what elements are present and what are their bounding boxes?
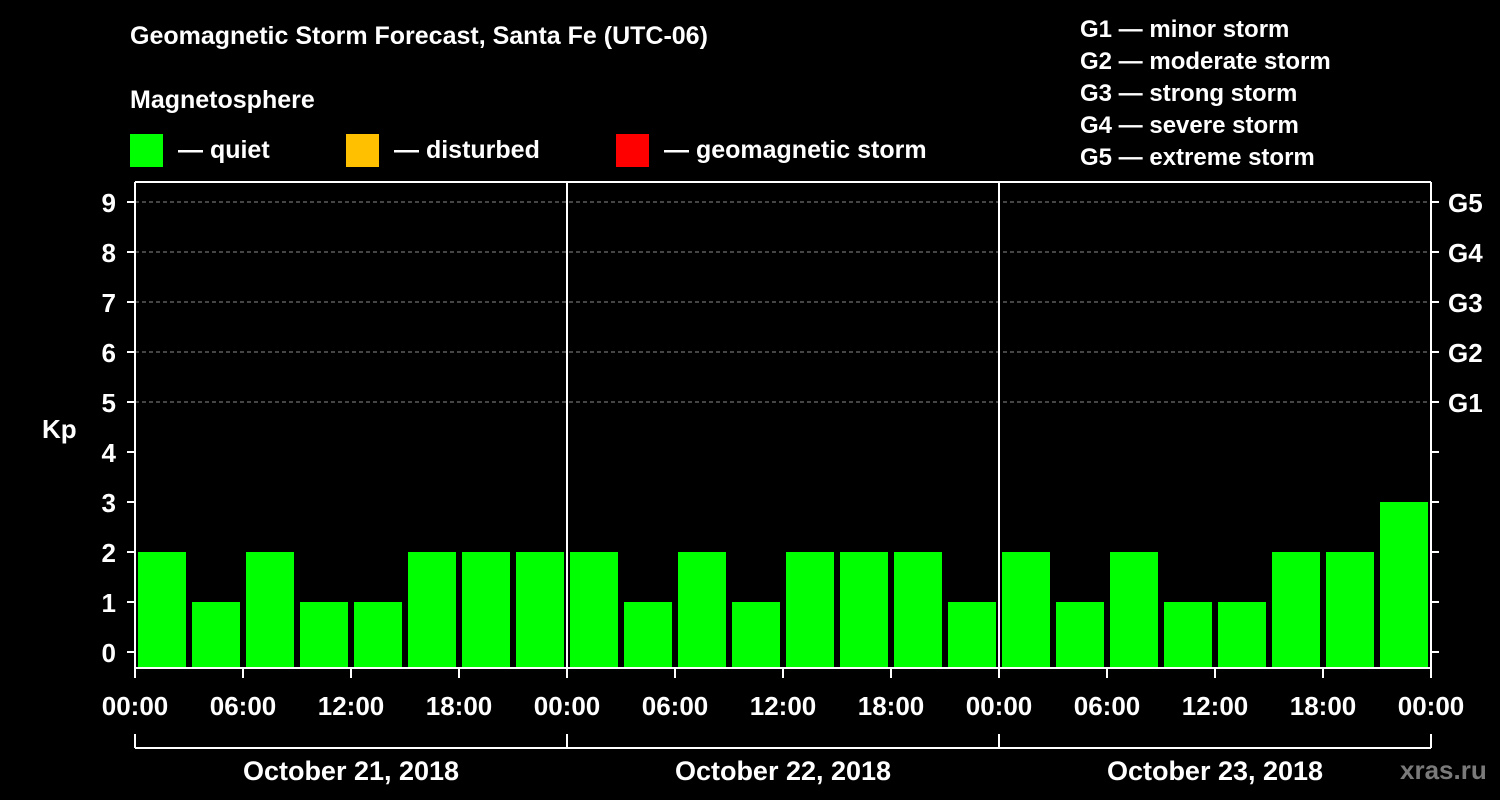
bar-18 [1110, 552, 1158, 668]
right-axis-label-g2: G2 [1448, 338, 1483, 368]
y-tick-label-5: 5 [102, 388, 116, 418]
bar-11 [732, 602, 780, 668]
right-axis-label-g3: G3 [1448, 288, 1483, 318]
bar-17 [1056, 602, 1104, 668]
bar-2 [246, 552, 294, 668]
bar-3 [300, 602, 348, 668]
y-tick-label-8: 8 [102, 238, 116, 268]
bar-5 [408, 552, 456, 668]
bar-21 [1272, 552, 1320, 668]
storm-scale-g4: G4 — severe storm [1080, 112, 1299, 139]
x-tick-label-6: 12:00 [750, 691, 817, 721]
legend-storm: — geomagnetic storm [616, 133, 927, 167]
chart-subtitle: Magnetosphere [130, 86, 315, 114]
y-axis-label: Kp [42, 414, 77, 444]
bar-9 [624, 602, 672, 668]
y-tick-label-4: 4 [102, 438, 117, 468]
bar-20 [1218, 602, 1266, 668]
bar-14 [894, 552, 942, 668]
bar-1 [192, 602, 240, 668]
right-axis-label-g4: G4 [1448, 238, 1483, 268]
legend-swatch-disturbed [346, 133, 379, 167]
y-tick-label-7: 7 [102, 288, 116, 318]
storm-scale-g1: G1 — minor storm [1080, 16, 1290, 43]
legend-label-disturbed: — disturbed [394, 135, 540, 164]
x-tick-label-7: 18:00 [858, 691, 925, 721]
legend-swatch-storm [616, 133, 649, 167]
bar-6 [462, 552, 510, 668]
storm-scale-legend: G1 — minor storm G2 — moderate storm G3 … [1080, 14, 1331, 174]
bar-10 [678, 552, 726, 668]
y-tick-label-6: 6 [102, 338, 116, 368]
x-tick-label-9: 06:00 [1074, 691, 1141, 721]
y-tick-label-9: 9 [102, 188, 116, 218]
legend-label-storm: — geomagnetic storm [664, 135, 927, 164]
day-label-2: October 23, 2018 [1107, 756, 1323, 786]
day-label-0: October 21, 2018 [243, 756, 459, 786]
x-tick-label-11: 18:00 [1290, 691, 1357, 721]
chart-title: Geomagnetic Storm Forecast, Santa Fe (UT… [130, 22, 708, 50]
x-tick-label-0: 00:00 [102, 691, 169, 721]
bar-8 [570, 552, 618, 668]
x-tick-label-2: 12:00 [318, 691, 385, 721]
bar-12 [786, 552, 834, 668]
x-tick-label-8: 00:00 [966, 691, 1033, 721]
y-tick-label-2: 2 [102, 538, 116, 568]
x-tick-label-1: 06:00 [210, 691, 277, 721]
x-tick-label-12: 00:00 [1398, 691, 1465, 721]
bar-13 [840, 552, 888, 668]
watermark: xras.ru [1400, 755, 1487, 785]
storm-scale-g2: G2 — moderate storm [1080, 48, 1331, 75]
x-tick-label-4: 00:00 [534, 691, 601, 721]
bar-4 [354, 602, 402, 668]
y-tick-label-1: 1 [102, 588, 116, 618]
day-label-1: October 22, 2018 [675, 756, 891, 786]
bar-7 [516, 552, 564, 668]
storm-scale-g5: G5 — extreme storm [1080, 144, 1315, 171]
right-axis-label-g5: G5 [1448, 188, 1483, 218]
x-tick-label-5: 06:00 [642, 691, 709, 721]
bar-19 [1164, 602, 1212, 668]
x-tick-label-3: 18:00 [426, 691, 493, 721]
storm-scale-g3: G3 — strong storm [1080, 80, 1298, 107]
bar-0 [138, 552, 186, 668]
bar-22 [1326, 552, 1374, 668]
legend-swatch-quiet [130, 133, 163, 167]
y-tick-label-3: 3 [102, 488, 116, 518]
bar-16 [1002, 552, 1050, 668]
legend-quiet: — quiet [130, 133, 270, 167]
right-axis-label-g1: G1 [1448, 388, 1483, 418]
legend-disturbed: — disturbed [346, 133, 540, 167]
x-tick-label-10: 12:00 [1182, 691, 1249, 721]
y-tick-label-0: 0 [102, 638, 116, 668]
legend-label-quiet: — quiet [178, 135, 270, 164]
bar-23 [1380, 502, 1428, 668]
bar-15 [948, 602, 996, 668]
